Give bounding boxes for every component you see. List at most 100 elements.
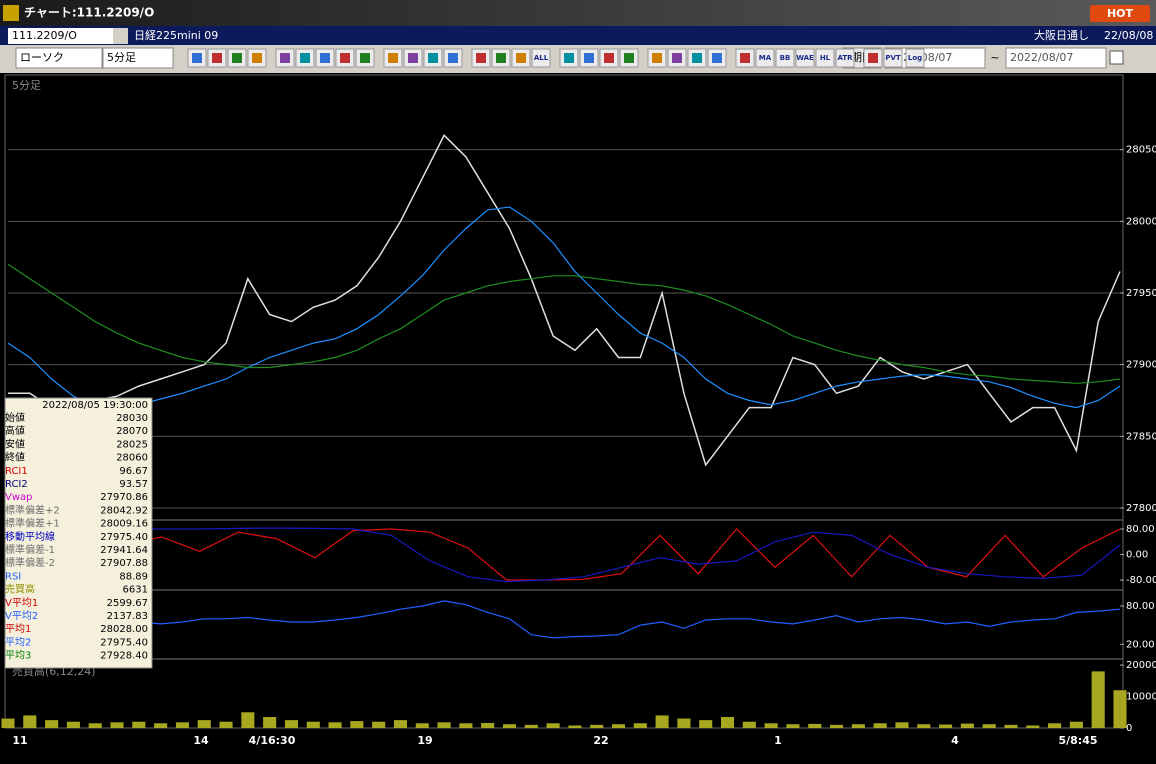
info-label: V平均2: [5, 610, 38, 622]
series-line: [7, 206, 1121, 412]
tool-button[interactable]: [815, 48, 835, 68]
window-title: チャート:111.2209/O: [24, 6, 154, 20]
x-tick-label: 1: [774, 734, 782, 747]
series-line: [7, 263, 1121, 384]
tool-icon: [652, 53, 662, 63]
info-label: 移動平均線: [5, 530, 55, 543]
tilde: ~: [990, 51, 999, 64]
volume-bar: [742, 721, 756, 728]
tool-label[interactable]: BB: [780, 54, 791, 62]
tool-icon: [712, 53, 722, 63]
info-background: [4, 397, 153, 669]
dropdown-button[interactable]: [113, 28, 128, 44]
volume-bar: [808, 723, 822, 728]
info-value: 27970.86: [100, 492, 148, 503]
info-label: 売買高: [5, 583, 35, 596]
volume-bar: [393, 720, 408, 728]
x-tick-label: 22: [593, 734, 608, 747]
info-panel: 2022/08/05 19:30:00 始値 28030 高値 28070 安値 28025…: [4, 397, 153, 669]
volume-bar: [1091, 671, 1105, 728]
info-value: 27928.40: [100, 651, 148, 662]
y-tick-label: 20.00: [1126, 639, 1155, 650]
volume-bar: [459, 723, 473, 728]
info-label: Vwap: [5, 492, 33, 503]
interval-text: 5分足: [107, 51, 136, 64]
volume-bar: [437, 722, 451, 728]
to-date[interactable]: [1005, 47, 1107, 69]
tool-icon: [496, 53, 506, 63]
volume-bar: [1004, 724, 1018, 728]
tool-button[interactable]: [775, 48, 795, 68]
hot-label[interactable]: HOT: [1107, 7, 1134, 20]
info-label: RSI: [5, 571, 21, 582]
tool-icon: [516, 53, 526, 63]
info-label: 標準偏差+1: [5, 517, 60, 530]
tool-label[interactable]: WAE: [796, 54, 814, 62]
tool-icon: [672, 53, 682, 63]
tool-label[interactable]: HL: [820, 54, 831, 62]
code-text: 111.2209/O: [12, 29, 77, 42]
info-value: 88.89: [119, 571, 148, 582]
x-tick-label: 5/8:45: [1058, 734, 1097, 747]
info-value: 2599.67: [107, 598, 148, 609]
info-label: 標準偏差-2: [5, 556, 55, 569]
tool-button[interactable]: [755, 48, 775, 68]
tool-button[interactable]: [905, 48, 925, 68]
hot-button[interactable]: [1090, 5, 1150, 22]
volume-bar: [524, 724, 538, 728]
interval-select[interactable]: [102, 47, 174, 69]
tool-button[interactable]: [835, 48, 855, 68]
volume-bar: [786, 724, 800, 728]
info-value: 93.57: [119, 479, 148, 490]
volume-bar: [415, 723, 429, 728]
tool-label[interactable]: ALL: [534, 54, 549, 62]
tool-button[interactable]: [795, 48, 815, 68]
info-value: 27907.88: [100, 558, 148, 569]
volume-bar: [939, 724, 953, 728]
panel-label: 5分足: [12, 79, 41, 92]
volume-bar: [830, 724, 844, 728]
x-tick-label: 11: [12, 734, 27, 747]
tool-label[interactable]: MA: [759, 54, 772, 62]
volume-bar: [350, 721, 364, 728]
tool-icon: [360, 53, 370, 63]
tool-button[interactable]: [883, 48, 903, 68]
volume-bar: [45, 720, 59, 728]
info-timestamp: 2022/08/05 19:30:00: [42, 400, 148, 411]
tool-label[interactable]: Log: [908, 54, 922, 62]
volume-bar: [284, 720, 298, 728]
style-select[interactable]: [15, 47, 103, 69]
tool-button[interactable]: [531, 48, 551, 68]
series-line: [7, 600, 1121, 639]
volume-bar: [23, 715, 37, 728]
tool-label[interactable]: ATR: [837, 54, 853, 62]
tool-icon: [604, 53, 614, 63]
info-value: 28060: [116, 453, 148, 464]
y-tick-label: 27900: [1126, 360, 1156, 371]
tool-label[interactable]: PVT: [885, 54, 901, 62]
tool-icon: [252, 53, 262, 63]
x-tick-label: 4/16:30: [249, 734, 296, 747]
info-value: 27975.40: [100, 532, 148, 543]
y-tick-label: 27950: [1126, 288, 1156, 299]
info-label: 高値: [5, 424, 25, 437]
info-value: 96.67: [119, 466, 148, 477]
code-input[interactable]: [8, 28, 128, 44]
tool-icon: [584, 53, 594, 63]
volume-bar: [677, 718, 691, 728]
checkbox[interactable]: [1109, 50, 1124, 65]
info-value: 27975.40: [100, 637, 148, 648]
y-tick-label: -80.00: [1126, 575, 1156, 586]
volume-bar: [219, 721, 233, 728]
tool-icon: [388, 53, 398, 63]
info-value: 28042.92: [100, 505, 148, 516]
x-tick-label: 19: [417, 734, 432, 747]
info-value: 28070: [116, 426, 148, 437]
info-label: 平均1: [5, 623, 31, 635]
volume-bar: [175, 722, 189, 728]
tool-icon: [280, 53, 290, 63]
volume-bar: [88, 723, 102, 728]
tool-icon: [300, 53, 310, 63]
app-icon: [3, 5, 19, 21]
volume-bar: [328, 722, 342, 728]
